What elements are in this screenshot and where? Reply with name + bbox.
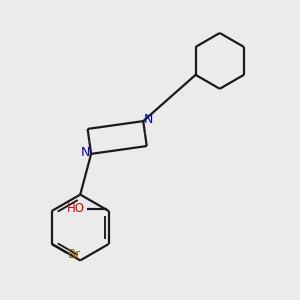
Text: N: N (81, 146, 90, 159)
Text: Br: Br (68, 248, 81, 260)
Text: HO: HO (67, 202, 85, 215)
Text: N: N (144, 113, 153, 126)
